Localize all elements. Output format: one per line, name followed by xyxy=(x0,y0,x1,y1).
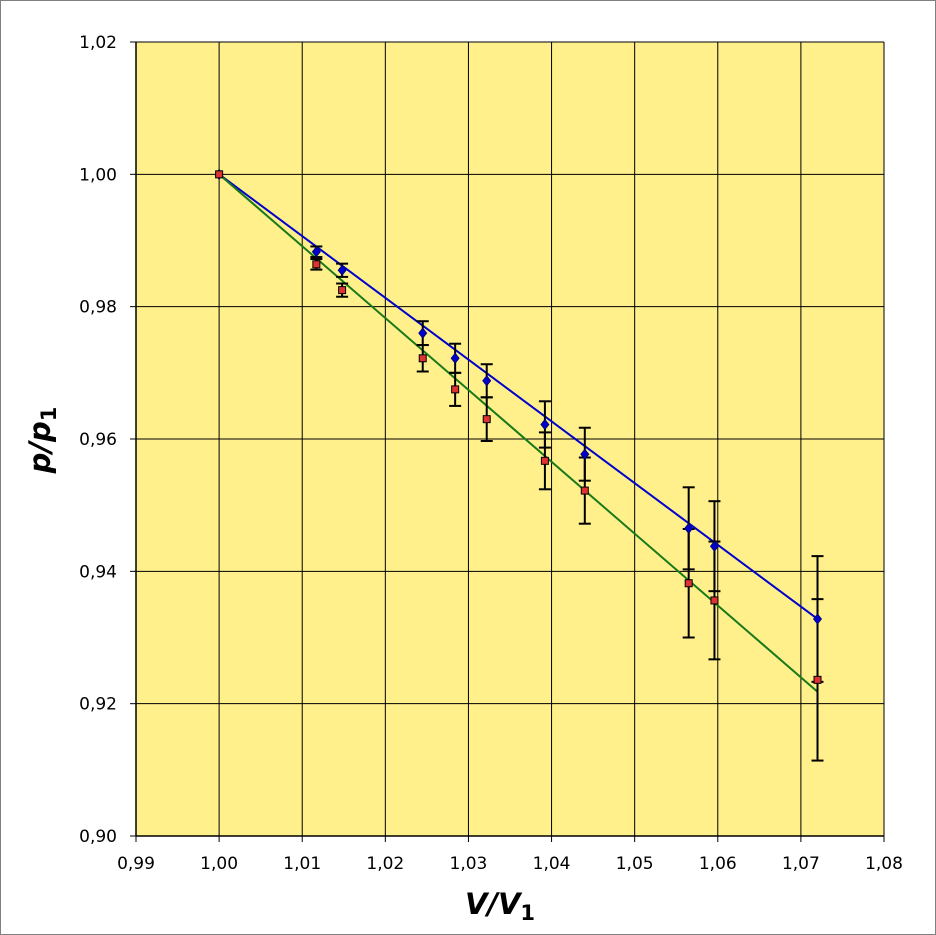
x-axis-title: V/V1 xyxy=(465,887,535,925)
axes xyxy=(130,41,885,842)
data-point-square xyxy=(710,596,719,605)
y-tick-label: 0,90 xyxy=(79,827,117,847)
data-point-diamond xyxy=(450,352,460,364)
y-tick-label: 0,92 xyxy=(79,695,117,715)
data-point-square xyxy=(540,456,549,465)
data-point-square xyxy=(418,354,427,363)
data-point-diamond xyxy=(580,448,590,460)
x-tick-label: 1,02 xyxy=(366,854,404,874)
data-point-square xyxy=(813,675,822,684)
x-tick-labels: 0,99 1,00 1,01 1,02 1,03 1,04 1,05 1,06 1,07 1,08 xyxy=(117,854,903,874)
data-point-diamond xyxy=(482,375,492,387)
x-tick-label: 0,99 xyxy=(117,854,155,874)
data-point-square xyxy=(580,486,589,495)
x-tick-label: 1,01 xyxy=(283,854,321,874)
y-axis-title: p/p1 xyxy=(23,407,61,475)
data-point-diamond xyxy=(540,418,550,431)
y-tick-label: 1,00 xyxy=(79,165,117,185)
x-tick-label: 1,00 xyxy=(200,854,238,874)
data-point-square xyxy=(338,286,347,295)
data-point-diamond xyxy=(812,613,823,625)
x-tick-label: 1,07 xyxy=(782,854,820,874)
data-point-square xyxy=(312,260,321,269)
data-point-square xyxy=(451,385,460,394)
data-point-diamond xyxy=(311,246,321,258)
data-point-diamond xyxy=(337,264,347,276)
data-point-diamond xyxy=(418,327,428,339)
y-tick-label: 0,98 xyxy=(79,298,117,318)
x-tick-label: 1,08 xyxy=(865,854,903,874)
data-point-diamond xyxy=(684,522,694,534)
y-tick-label: 0,94 xyxy=(79,562,117,582)
y-tick-label: 0,96 xyxy=(79,430,117,450)
x-tick-label: 1,04 xyxy=(533,854,571,874)
x-tick-label: 1,03 xyxy=(450,854,488,874)
data-point-square xyxy=(684,579,693,588)
x-tick-label: 1,05 xyxy=(616,854,654,874)
data-markers xyxy=(214,168,823,684)
data-point-square xyxy=(215,170,224,179)
data-point-diamond xyxy=(709,540,719,552)
data-point-square xyxy=(482,415,491,424)
x-tick-label: 1,06 xyxy=(699,854,737,874)
y-tick-label: 1,02 xyxy=(79,33,117,53)
y-tick-labels: 0,90 0,92 0,94 0,96 0,98 1,00 1,02 xyxy=(79,33,117,847)
